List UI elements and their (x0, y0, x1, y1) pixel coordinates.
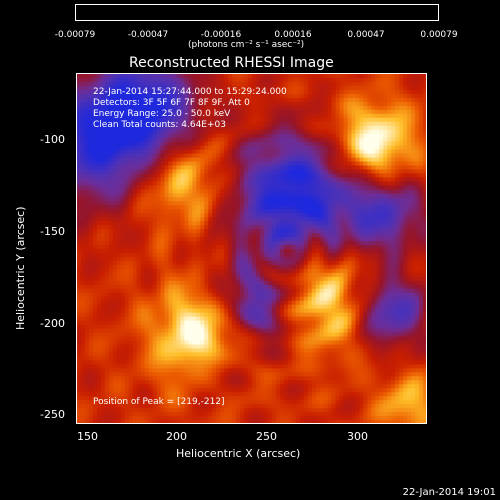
y-tick-label: -150 (40, 225, 65, 238)
y-axis-label: Heliocentric Y (arcsec) (14, 206, 27, 330)
colorbar-tick-1: -0.00079 (54, 30, 96, 40)
heatmap-image (77, 74, 426, 423)
y-tick-label: -100 (40, 133, 65, 146)
info-time-range: 22-Jan-2014 15:27:44.000 to 15:29:24.000 (93, 87, 287, 97)
plot-area: 22-Jan-2014 15:27:44.000 to 15:29:24.000… (76, 73, 427, 424)
info-peak-position: Position of Peak = [219,-212] (93, 397, 225, 407)
colorbar-tick-3: -0.00016 (200, 30, 242, 40)
colorbar-tick-2: -0.00047 (127, 30, 169, 40)
y-tick-label: -200 (40, 317, 65, 330)
footer-timestamp: 22-Jan-2014 19:01 (402, 487, 496, 498)
info-clean-counts: Clean Total counts: 4.64E+03 (93, 120, 226, 130)
plot-title: Reconstructed RHESSI Image (129, 55, 334, 71)
colorbar (75, 4, 439, 21)
colorbar-tick-6: 0.00079 (420, 30, 458, 40)
x-tick-label: 250 (256, 430, 277, 443)
x-tick-label: 300 (347, 430, 368, 443)
x-axis-label: Heliocentric X (arcsec) (176, 447, 301, 460)
x-tick-label: 150 (77, 430, 98, 443)
info-detectors: Detectors: 3F 5F 6F 7F 8F 9F, Att 0 (93, 98, 250, 108)
colorbar-tick-4: 0.00016 (274, 30, 312, 40)
x-tick-label: 200 (166, 430, 187, 443)
info-energy-range: Energy Range: 25.0 - 50.0 keV (93, 109, 231, 119)
colorbar-tick-5: 0.00047 (347, 30, 385, 40)
y-tick-label: -250 (40, 408, 65, 421)
colorbar-unit-label: (photons cm⁻² s⁻¹ asec⁻²) (188, 40, 305, 50)
